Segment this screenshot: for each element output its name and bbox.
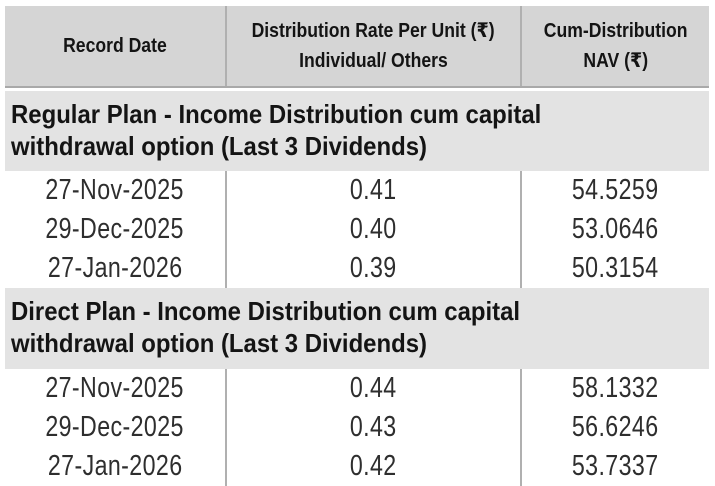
record-date-value: 27-Jan-2026 (47, 252, 183, 285)
table-row: 29-Dec-2025 0.40 53.0646 (5, 210, 709, 250)
nav-value: 58.1332 (572, 371, 659, 404)
rate-value: 0.44 (350, 371, 397, 404)
section-header-regular-plan: Regular Plan - Income Distribution cum c… (5, 91, 709, 172)
section-title-line: Direct Plan - Income Distribution cum ca… (11, 296, 521, 327)
nav-value: 53.0646 (572, 213, 659, 246)
header-distribution-rate-line1: Distribution Rate Per Unit (₹) (251, 20, 496, 42)
record-date-cell: 27-Nov-2025 (5, 171, 227, 211)
header-distribution-rate-line2: Individual/ Others (299, 50, 448, 72)
nav-value: 50.3154 (572, 252, 659, 285)
rate-value: 0.39 (350, 252, 397, 285)
nav-value: 53.7337 (572, 449, 659, 482)
rate-value: 0.42 (350, 449, 397, 482)
nav-value: 56.6246 (572, 410, 659, 443)
nav-cell: 56.6246 (522, 407, 709, 447)
nav-cell: 58.1332 (522, 368, 709, 408)
section-title-line: withdrawal option (Last 3 Dividends) (11, 130, 427, 161)
table-row: 27-Jan-2026 0.39 50.3154 (5, 249, 709, 289)
nav-cell: 53.0646 (522, 210, 709, 250)
table-row: 29-Dec-2025 0.43 56.6246 (5, 407, 709, 447)
rate-cell: 0.41 (227, 171, 522, 211)
record-date-cell: 27-Jan-2026 (5, 446, 227, 486)
section-title-line: withdrawal option (Last 3 Dividends) (11, 328, 427, 359)
rate-cell: 0.40 (227, 210, 522, 250)
rate-value: 0.40 (350, 213, 397, 246)
rate-cell: 0.43 (227, 407, 522, 447)
record-date-value: 27-Nov-2025 (45, 371, 185, 404)
record-date-cell: 29-Dec-2025 (5, 210, 227, 250)
header-distribution-rate: Distribution Rate Per Unit (₹) Individua… (227, 6, 522, 86)
section-header-direct-plan: Direct Plan - Income Distribution cum ca… (5, 288, 709, 369)
header-record-date-label: Record Date (63, 35, 167, 57)
record-date-value: 29-Dec-2025 (45, 410, 185, 443)
rate-cell: 0.42 (227, 446, 522, 486)
header-cum-distribution-line2: NAV (₹) (583, 50, 648, 72)
dividend-table: Record Date Distribution Rate Per Unit (… (5, 6, 709, 486)
nav-cell: 50.3154 (522, 249, 709, 289)
nav-value: 54.5259 (572, 174, 659, 207)
rate-cell: 0.39 (227, 249, 522, 289)
record-date-cell: 27-Nov-2025 (5, 368, 227, 408)
record-date-value: 27-Jan-2026 (47, 449, 183, 482)
table-row: 27-Nov-2025 0.44 58.1332 (5, 368, 709, 408)
header-record-date: Record Date (5, 6, 227, 86)
record-date-cell: 29-Dec-2025 (5, 407, 227, 447)
record-date-value: 27-Nov-2025 (45, 174, 185, 207)
table-row: 27-Jan-2026 0.42 53.7337 (5, 446, 709, 486)
table-header-row: Record Date Distribution Rate Per Unit (… (5, 6, 709, 88)
record-date-cell: 27-Jan-2026 (5, 249, 227, 289)
table-row: 27-Nov-2025 0.41 54.5259 (5, 171, 709, 211)
record-date-value: 29-Dec-2025 (45, 213, 185, 246)
section-title-line: Regular Plan - Income Distribution cum c… (11, 99, 542, 129)
nav-cell: 54.5259 (522, 171, 709, 211)
header-cum-distribution-nav: Cum-Distribution NAV (₹) (522, 6, 709, 86)
rate-cell: 0.44 (227, 368, 522, 408)
rate-value: 0.43 (350, 410, 397, 443)
header-cum-distribution-line1: Cum-Distribution (543, 20, 688, 42)
rate-value: 0.41 (350, 174, 397, 207)
nav-cell: 53.7337 (522, 446, 709, 486)
